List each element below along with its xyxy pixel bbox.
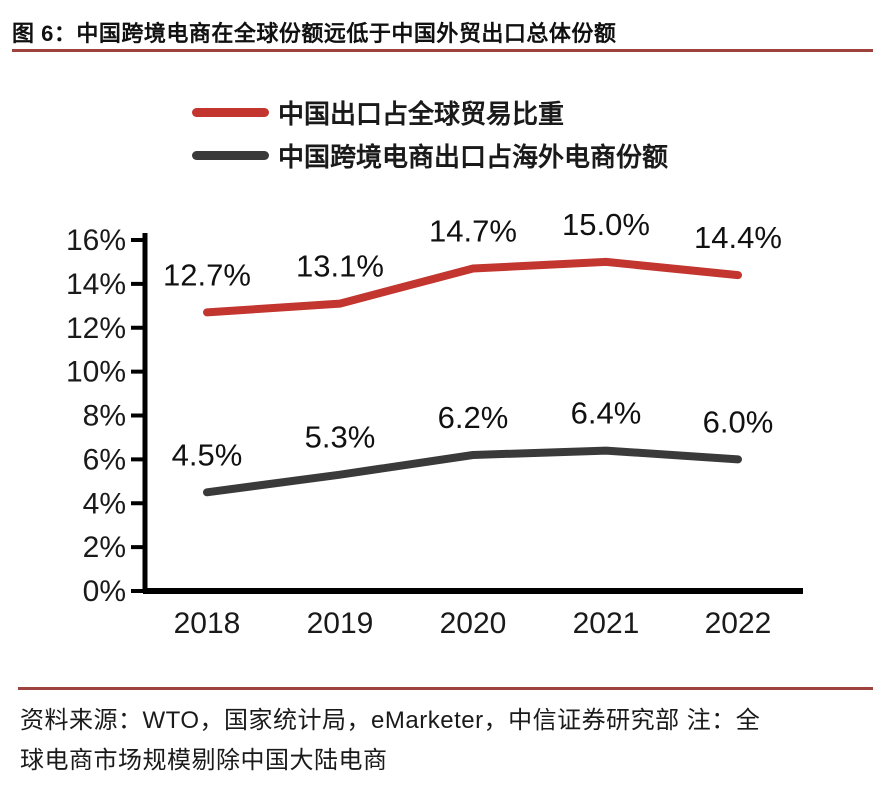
data-label: 14.7% [429, 214, 517, 249]
y-tick-label: 0% [83, 575, 126, 608]
y-tick-label: 2% [83, 531, 126, 564]
y-tick-label: 14% [66, 268, 126, 301]
x-tick-label: 2018 [174, 607, 241, 640]
data-label: 6.2% [438, 400, 509, 435]
y-tick-label: 12% [66, 312, 126, 345]
y-tick-label: 8% [83, 400, 126, 433]
y-tick-label: 4% [83, 487, 126, 520]
black-line-swatch [192, 150, 269, 160]
data-label: 15.0% [562, 207, 650, 242]
x-tick-label: 2019 [307, 607, 374, 640]
y-tick-label: 16% [66, 224, 126, 257]
title-divider-line [12, 49, 873, 52]
x-tick-label: 2020 [440, 607, 507, 640]
data-label: 6.0% [703, 404, 774, 439]
data-label: 4.5% [172, 437, 243, 472]
y-tick-label: 10% [66, 356, 126, 389]
data-label: 12.7% [163, 257, 251, 292]
data-label: 5.3% [305, 420, 376, 455]
series-line-0 [203, 257, 742, 317]
x-tick-label: 2021 [573, 607, 640, 640]
source-note: 资料来源：WTO，国家统计局，eMarketer，中信证券研究部 注：全 球电商… [20, 701, 880, 781]
data-label: 14.4% [694, 220, 782, 255]
red-line-swatch [192, 107, 269, 117]
footer-divider-line [18, 687, 873, 690]
series-line-1 [203, 446, 742, 497]
legend-label: 中国出口占全球贸易比重 [278, 98, 565, 129]
y-tick-label: 6% [83, 443, 126, 476]
legend-label: 中国跨境电商出口占海外电商份额 [278, 141, 669, 172]
legend-item-ecommerce-share: 中国跨境电商出口占海外电商份额 [192, 137, 668, 173]
figure-title: 图 6：中国跨境电商在全球份额远低于中国外贸出口总体份额 [12, 21, 617, 46]
data-label: 13.1% [296, 249, 384, 284]
source-note-line2: 球电商市场规模剔除中国大陆电商 [20, 747, 388, 774]
data-label: 6.4% [571, 396, 642, 431]
legend-item-exports-share: 中国出口占全球贸易比重 [192, 94, 564, 130]
source-note-line1: 资料来源：WTO，国家统计局，eMarketer，中信证券研究部 注：全 [20, 707, 761, 734]
x-tick-label: 2022 [705, 607, 772, 640]
